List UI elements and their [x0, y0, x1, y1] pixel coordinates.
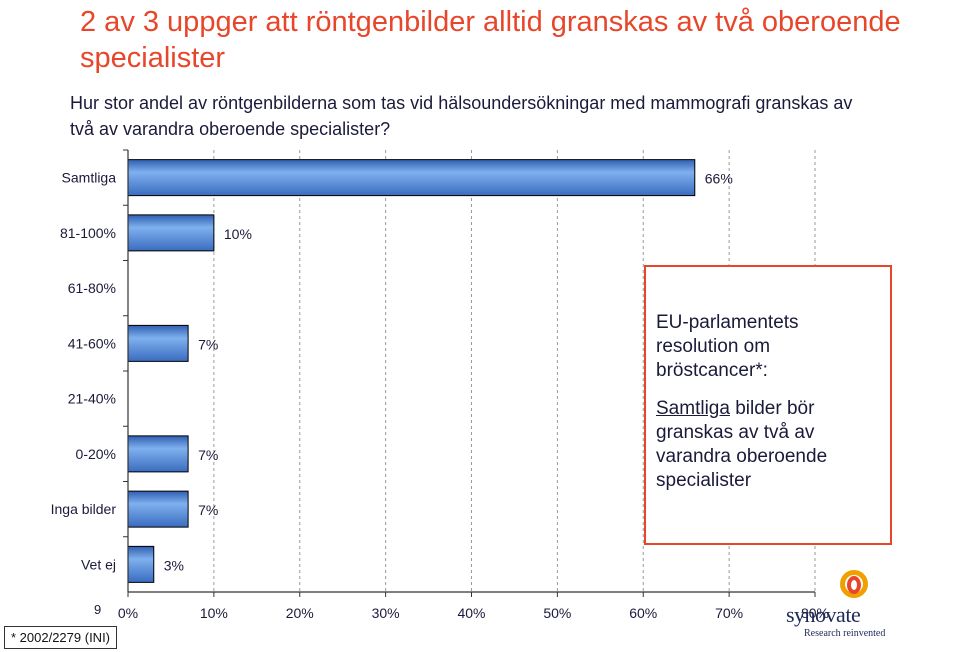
value-label: 3%: [164, 557, 184, 573]
callout-body: Samtliga bilder bör granskas av två av v…: [656, 397, 880, 493]
value-label: 7%: [198, 447, 218, 463]
value-label: 10%: [224, 226, 252, 242]
category-label: 61-80%: [68, 280, 116, 296]
x-tick-label: 40%: [457, 605, 485, 621]
logo-ring-inner-icon: [847, 576, 861, 594]
x-tick-label: 80%: [801, 605, 829, 621]
synovate-logo: synovate Research reinvented: [786, 568, 886, 640]
eu-resolution-callout: EU-parlamentets resolution om bröstcance…: [644, 265, 892, 545]
value-label: 7%: [198, 502, 218, 518]
axes: 0% 10% 20% 30% 40% 50% 60% 70% 80% Samtliga 81-100…: [51, 149, 829, 621]
logo-tagline: Research reinvented: [804, 628, 886, 639]
category-label: 81-100%: [60, 225, 116, 241]
x-tick-label: 60%: [629, 605, 657, 621]
value-label: 66%: [705, 171, 733, 187]
logo-ring-icon: [840, 570, 868, 598]
x-tick-label: 50%: [543, 605, 571, 621]
category-label: Vet ej: [81, 556, 116, 572]
category-label: 0-20%: [76, 446, 116, 462]
x-tick-label: 10%: [200, 605, 228, 621]
chart-question: Hur stor andel av röntgenbilderna som ta…: [70, 93, 853, 139]
bar: [127, 159, 696, 197]
bar: [127, 490, 189, 528]
category-label: Inga bilder: [51, 501, 117, 517]
page-title: 2 av 3 uppger att röntgenbilder alltid g…: [80, 6, 901, 74]
callout-body-rest: bilder bör granskas av två av varandra o…: [656, 398, 828, 491]
bar: [127, 214, 215, 252]
x-tick-label: 0%: [118, 605, 138, 621]
bar: [127, 324, 189, 362]
x-tick-label: 30%: [372, 605, 400, 621]
bar: [127, 545, 155, 583]
x-tick-label: 20%: [286, 605, 314, 621]
category-label: 41-60%: [68, 335, 116, 351]
footnote: * 2002/2279 (INI): [4, 626, 118, 649]
page-number: 9: [94, 602, 102, 617]
category-label: Samtliga: [62, 170, 117, 186]
bar: [127, 435, 189, 473]
x-tick-label: 70%: [715, 605, 743, 621]
callout-heading: EU-parlamentets resolution om bröstcance…: [656, 312, 799, 381]
callout-body-underlined: Samtliga: [656, 398, 730, 419]
category-label: 21-40%: [68, 391, 116, 407]
bars: 66% 10% 7% 7% 7% 3%: [127, 159, 733, 583]
logo-wordmark: synovate: [786, 602, 861, 627]
value-label: 7%: [198, 336, 218, 352]
